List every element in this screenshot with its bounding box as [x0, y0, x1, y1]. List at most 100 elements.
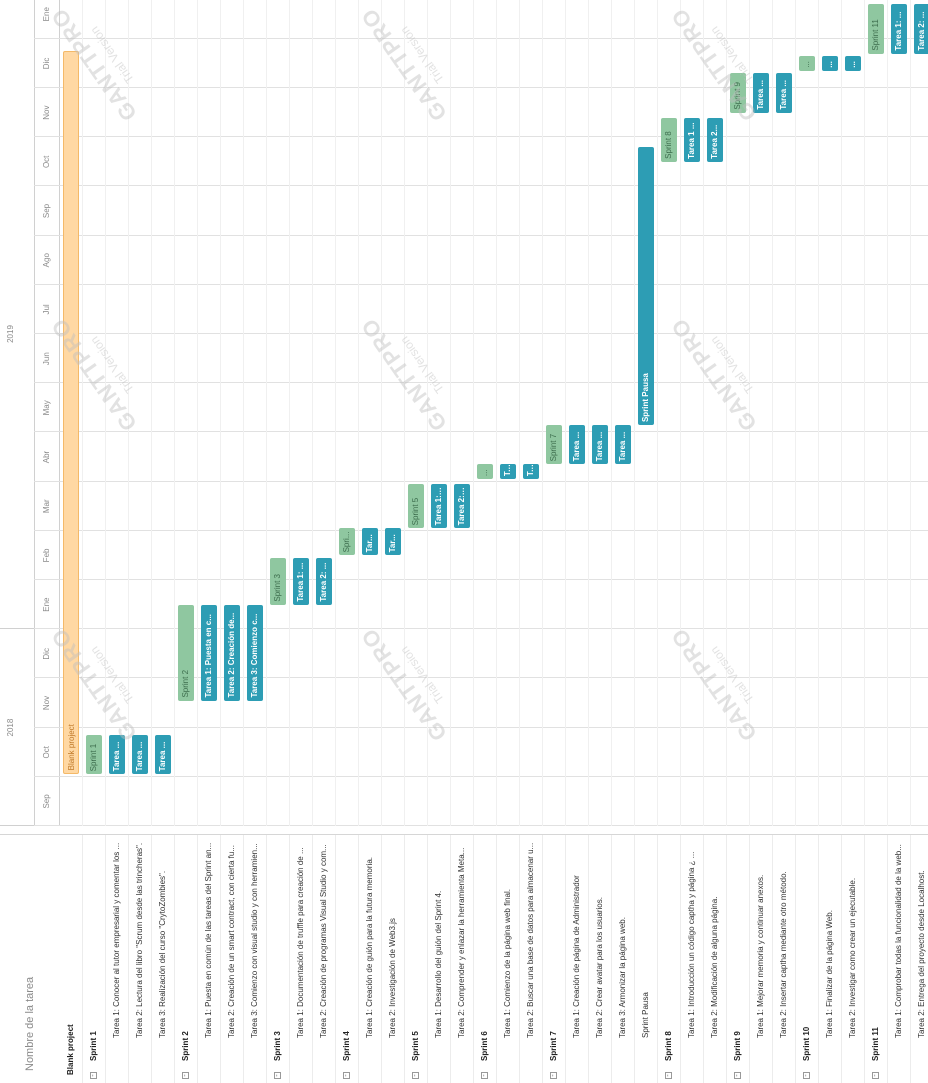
- sprint-row[interactable]: - Sprint 2: [175, 835, 198, 1083]
- task-row[interactable]: Tarea 1: Comienzo de la página web final…: [497, 835, 520, 1083]
- task-row[interactable]: Tarea 2: Comprender y enlazar la herrami…: [451, 835, 474, 1083]
- collapse-toggle-icon[interactable]: -: [872, 1072, 879, 1079]
- task-row[interactable]: Tarea 3: Armonizar la página web.: [612, 835, 635, 1083]
- task-bar[interactable]: Tarea 1: ...: [293, 557, 309, 605]
- task-bar[interactable]: Sprint Pausa: [638, 147, 654, 426]
- task-bar[interactable]: Tarea 2...: [707, 117, 723, 162]
- task-row[interactable]: Tarea 2: Crear avatar para los usuarios.: [589, 835, 612, 1083]
- sprint-row[interactable]: - Sprint 4: [336, 835, 359, 1083]
- collapse-toggle-icon[interactable]: -: [182, 1072, 189, 1079]
- task-bar[interactable]: Tarea 2: ...: [454, 484, 470, 529]
- collapse-toggle-icon[interactable]: -: [734, 1072, 741, 1079]
- sprint-bar[interactable]: ...: [477, 464, 493, 480]
- task-row[interactable]: Tarea 1: Comprobar todas la funcionalida…: [888, 835, 911, 1083]
- task-bar[interactable]: Tarea ...: [615, 425, 631, 465]
- collapse-toggle-icon[interactable]: -: [550, 1072, 557, 1079]
- task-row[interactable]: Tarea 2: Entrega del proyecto desde Loca…: [911, 835, 928, 1083]
- sprint-bar[interactable]: Sprint 8: [661, 117, 677, 162]
- collapse-toggle-icon[interactable]: -: [90, 1072, 97, 1079]
- year-divider: [0, 628, 34, 630]
- task-bar[interactable]: Tarea ...: [592, 425, 608, 465]
- collapse-toggle-icon[interactable]: -: [343, 1072, 350, 1079]
- task-bar[interactable]: Tarea 2: ...: [316, 557, 332, 605]
- sprint-row[interactable]: - Sprint 10: [796, 835, 819, 1083]
- row-gridline: [680, 0, 681, 826]
- sprint-row[interactable]: - Sprint 1: [83, 835, 106, 1083]
- project-bar[interactable]: Blank project: [63, 51, 79, 775]
- task-row[interactable]: Tarea 2: Creación de un smart contract, …: [221, 835, 244, 1083]
- task-bar[interactable]: Tarea 2: Creación de...: [224, 604, 240, 701]
- sprint-row[interactable]: - Sprint 7: [543, 835, 566, 1083]
- sprint-row[interactable]: - Sprint 8: [658, 835, 681, 1083]
- sprint-bar[interactable]: Sprint 11: [868, 4, 884, 54]
- month-label: Sep: [42, 794, 51, 809]
- task-row[interactable]: Tarea 2: Insertar captha mediante otro m…: [773, 835, 796, 1083]
- row-label: Tarea 2: Insertar captha mediante otro m…: [779, 871, 788, 1038]
- sprint-bar[interactable]: Sprint 3: [270, 557, 286, 605]
- task-bar[interactable]: Tarea 1: ...: [431, 484, 447, 529]
- task-row[interactable]: Tarea 1: Documentación de truffle para c…: [290, 835, 313, 1083]
- task-row[interactable]: Tarea 1: Puesta en común de las tareas d…: [198, 835, 221, 1083]
- sprint-row[interactable]: - Sprint 5: [405, 835, 428, 1083]
- task-bar[interactable]: T...: [500, 464, 516, 480]
- month-label: Oct: [42, 155, 51, 169]
- task-bar[interactable]: Tarea ...: [753, 73, 769, 113]
- sprint-row[interactable]: - Sprint 11: [865, 835, 888, 1083]
- sprint-bar[interactable]: Sprint 5: [408, 484, 424, 529]
- month-label: Oct: [42, 746, 51, 759]
- collapse-toggle-icon[interactable]: -: [803, 1072, 810, 1079]
- sprint-row[interactable]: - Sprint 9: [727, 835, 750, 1083]
- month-gridline: [34, 726, 928, 728]
- task-row[interactable]: Tarea 2: Buscar una base de datos para a…: [520, 835, 543, 1083]
- sprint-bar[interactable]: Sprint 7: [546, 425, 562, 465]
- task-bar[interactable]: Tarea ...: [109, 734, 125, 775]
- sprint-bar[interactable]: Sprint 9: [730, 73, 746, 113]
- sprint-bar[interactable]: Sprint 2: [178, 604, 194, 701]
- task-row[interactable]: Sprint Pausa: [635, 835, 658, 1083]
- task-row[interactable]: Tarea 3: Comienzo con visual studio y co…: [244, 835, 267, 1083]
- sprint-row[interactable]: - Sprint 6: [474, 835, 497, 1083]
- collapse-toggle-icon[interactable]: -: [481, 1072, 488, 1079]
- task-bar[interactable]: Tarea ...: [776, 73, 792, 113]
- task-row[interactable]: Tarea 2: Modificación de alguna página.: [704, 835, 727, 1083]
- task-bar[interactable]: ...: [845, 56, 861, 71]
- row-gridline: [887, 0, 888, 826]
- task-bar[interactable]: Tarea 1 ...: [684, 117, 700, 162]
- collapse-toggle-icon[interactable]: -: [665, 1072, 672, 1079]
- sprint-bar[interactable]: ...: [799, 56, 815, 71]
- task-bar[interactable]: Tarea 3: Comienzo c...: [247, 604, 263, 701]
- task-bar[interactable]: ...: [822, 56, 838, 71]
- task-bar[interactable]: Tar...: [362, 528, 378, 556]
- task-bar[interactable]: T...: [523, 464, 539, 480]
- collapse-toggle-icon[interactable]: -: [412, 1072, 419, 1079]
- task-bar[interactable]: Tarea 1: Puesta en c...: [201, 604, 217, 701]
- task-row[interactable]: Tarea 1: Creación de guión para la futur…: [359, 835, 382, 1083]
- task-row[interactable]: Tarea 2: Creación de programas Visual St…: [313, 835, 336, 1083]
- task-bar[interactable]: Tarea 2: ...: [914, 4, 928, 54]
- project-row[interactable]: Blank project: [60, 835, 83, 1083]
- task-row[interactable]: Tarea 1: Creación de página de Administr…: [566, 835, 589, 1083]
- task-bar[interactable]: Tarea ...: [569, 425, 585, 465]
- task-row[interactable]: Tarea 1: Mejorar memoria y continuar ane…: [750, 835, 773, 1083]
- month-label: May: [42, 400, 51, 416]
- task-bar[interactable]: Tarea ...: [155, 734, 171, 775]
- task-name-column-header[interactable]: Nombre de la tarea: [0, 834, 61, 1083]
- task-row[interactable]: Tarea 2: Investigar como crear un ejecut…: [842, 835, 865, 1083]
- sprint-bar[interactable]: Spri...: [339, 528, 355, 556]
- task-row[interactable]: Tarea 3: Realización del curso "CrytoZom…: [152, 835, 175, 1083]
- sprint-bar[interactable]: Sprint 1: [86, 734, 102, 775]
- sprint-row[interactable]: - Sprint 3: [267, 835, 290, 1083]
- row-gridline: [496, 0, 497, 826]
- task-row[interactable]: Tarea 1: Conocer al tutor empresarial y …: [106, 835, 129, 1083]
- task-row[interactable]: Tarea 2: Investigación de Web3.js: [382, 835, 405, 1083]
- row-gridline: [243, 0, 244, 826]
- collapse-toggle-icon[interactable]: -: [274, 1072, 281, 1079]
- task-bar[interactable]: Tar...: [385, 528, 401, 556]
- task-bar[interactable]: Tarea 1: ...: [891, 4, 907, 54]
- task-row[interactable]: Tarea 2: Lectura del libro "Scrum desde …: [129, 835, 152, 1083]
- month-label: Nov: [42, 695, 51, 711]
- task-row[interactable]: Tarea 1: Desarrollo del guión del Sprint…: [428, 835, 451, 1083]
- task-row[interactable]: Tarea 1: Finalizar de la página Web.: [819, 835, 842, 1083]
- task-bar[interactable]: Tarea ...: [132, 734, 148, 775]
- task-row[interactable]: Tarea 1: Introducción un código captha y…: [681, 835, 704, 1083]
